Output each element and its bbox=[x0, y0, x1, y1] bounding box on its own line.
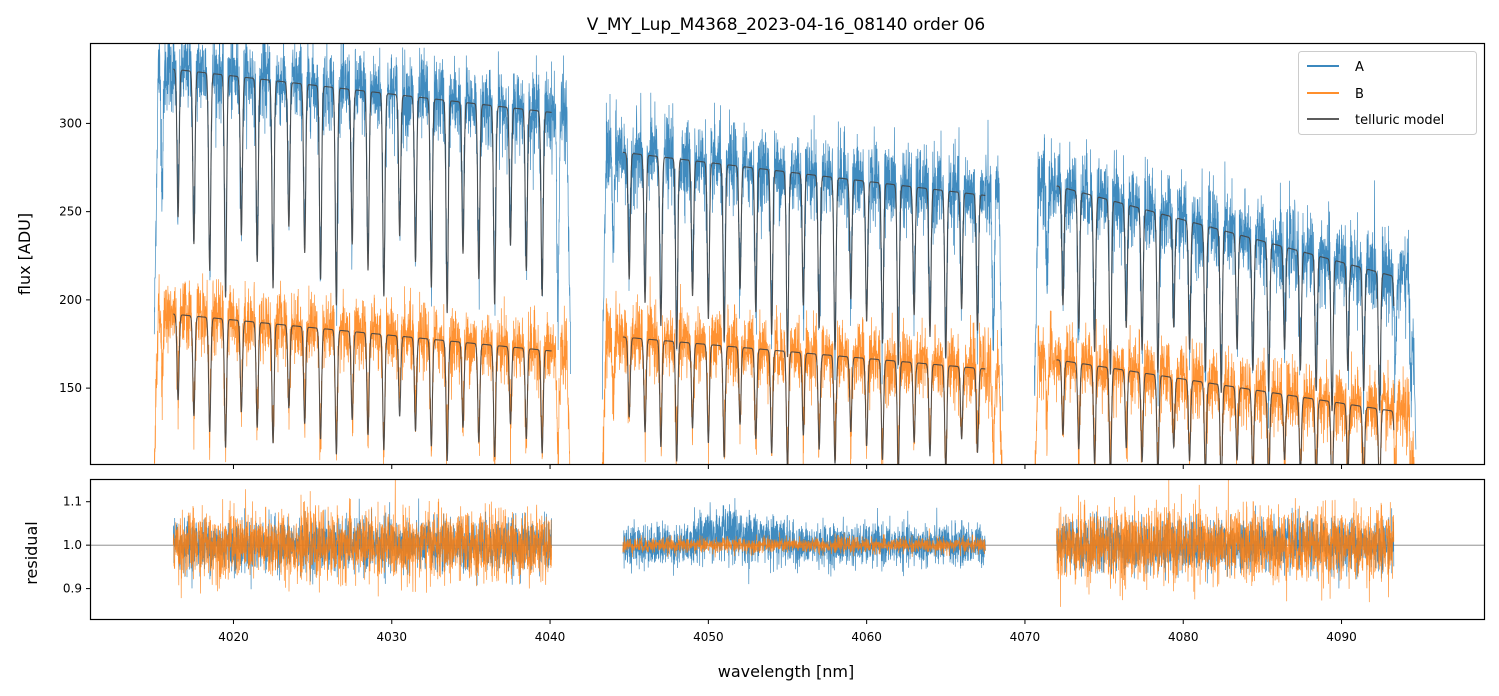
flux-series-a-segment-3 bbox=[1034, 134, 1417, 450]
flux-panel: 150 200 250 300 flux [ADU] A B telluric mod… bbox=[15, 42, 1486, 469]
flux-series-b-segment-1 bbox=[154, 273, 571, 464]
telluric-model-b-segment-3 bbox=[1056, 359, 1395, 464]
chart-title: V_MY_Lup_M4368_2023-04-16_08140 order 06 bbox=[587, 15, 986, 35]
flux-series-b-segment-3 bbox=[1034, 310, 1415, 464]
x-tick-label: 4080 bbox=[1168, 630, 1199, 644]
telluric-model-a-segment-2 bbox=[622, 151, 986, 366]
flux-y-tick-label: 250 bbox=[59, 205, 82, 219]
residual-x-ticks: 4020 4030 4040 4050 4060 4070 4080 4090 bbox=[218, 619, 1357, 644]
residual-data bbox=[91, 480, 1484, 607]
x-tick-label: 4020 bbox=[218, 630, 249, 644]
x-tick-label: 4060 bbox=[851, 630, 882, 644]
legend-box bbox=[1298, 51, 1477, 135]
telluric-model-a-segment-3 bbox=[1056, 185, 1395, 412]
x-tick-label: 4030 bbox=[376, 630, 407, 644]
residual-y-tick-label: 1.1 bbox=[63, 495, 82, 509]
residual-panel: 0.91.01.1 4020 4030 4040 4050 4060 4070 4080 40… bbox=[22, 478, 1486, 644]
residual-series-b-segment-2 bbox=[622, 528, 986, 558]
legend: A B telluric model bbox=[1298, 51, 1477, 135]
x-tick-label: 4070 bbox=[1010, 630, 1041, 644]
flux-y-tick-label: 200 bbox=[59, 293, 82, 307]
legend-label-a: A bbox=[1355, 60, 1364, 75]
legend-label-model: telluric model bbox=[1355, 113, 1444, 128]
flux-x-ticks bbox=[232, 464, 1343, 469]
flux-panel-frame bbox=[89, 42, 1486, 466]
residual-series-b-segment-3 bbox=[1056, 480, 1395, 607]
flux-y-tick-label: 300 bbox=[59, 116, 82, 130]
residual-panel-frame bbox=[89, 478, 1486, 621]
residual-y-tick-label: 1.0 bbox=[63, 538, 82, 552]
telluric-model-b-segment-1 bbox=[173, 313, 552, 462]
x-tick-label: 4040 bbox=[535, 630, 566, 644]
residual-series-b-segment-1 bbox=[172, 480, 552, 599]
telluric-model-b-segment-2 bbox=[622, 336, 986, 464]
legend-label-b: B bbox=[1355, 87, 1364, 102]
telluric-model-a-segment-1 bbox=[173, 68, 552, 314]
flux-y-ticks: 150 200 250 300 bbox=[59, 116, 91, 395]
flux-y-axis-label: flux [ADU] bbox=[15, 213, 34, 295]
residual-y-ticks: 0.9 1.0 1.1 bbox=[63, 495, 91, 596]
residual-y-axis-label: residual bbox=[22, 521, 41, 584]
x-tick-label: 4090 bbox=[1326, 630, 1357, 644]
flux-data bbox=[153, 44, 1417, 464]
x-axis-label: wavelength [nm] bbox=[718, 662, 855, 681]
x-tick-label: 4050 bbox=[693, 630, 724, 644]
residual-series-a-segment-2 bbox=[622, 498, 986, 585]
flux-y-tick-label: 150 bbox=[59, 381, 82, 395]
residual-y-tick-label: 0.9 bbox=[63, 582, 82, 596]
